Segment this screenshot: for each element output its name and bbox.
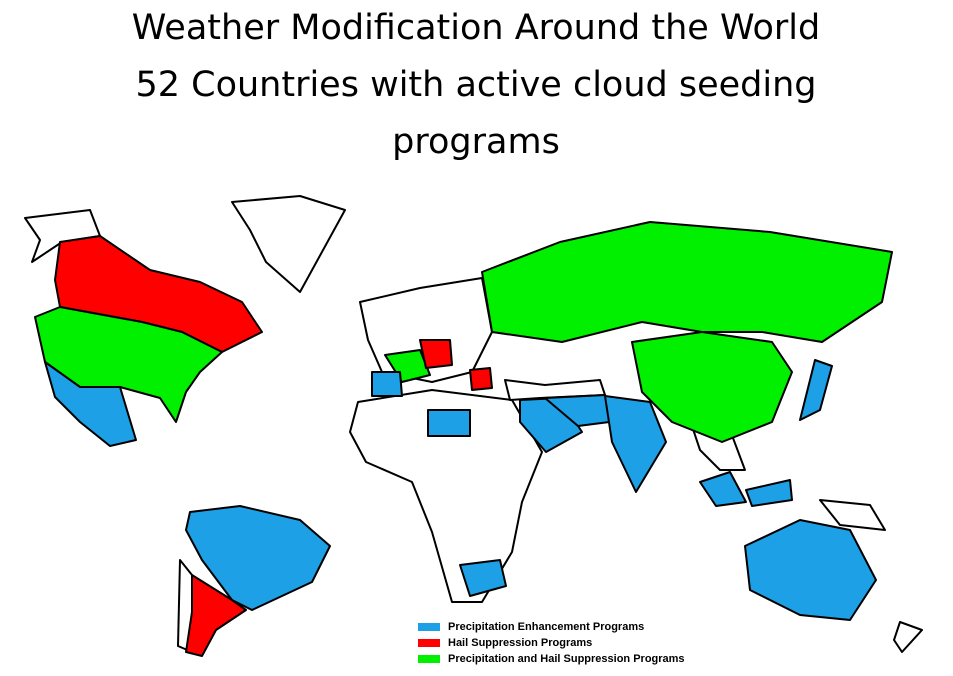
legend-label: Hail Suppression Programs (448, 637, 592, 649)
legend-label: Precipitation and Hail Suppression Progr… (448, 653, 685, 665)
legend: Precipitation Enhancement Programs Hail S… (418, 621, 685, 665)
china (631, 331, 793, 443)
canada (54, 235, 263, 353)
legend-swatch (418, 655, 440, 663)
legend-swatch (418, 639, 440, 647)
new-guinea (819, 499, 886, 531)
brazil (185, 505, 331, 611)
legend-label: Precipitation Enhancement Programs (448, 621, 644, 633)
title-block: Weather Modification Around the World 52… (96, 0, 856, 171)
subtitle: 52 Countries with active cloud seeding p… (135, 65, 817, 162)
south-africa (459, 559, 507, 597)
title: Weather Modification Around the World (131, 8, 821, 48)
russia (481, 221, 893, 343)
greenland (231, 195, 346, 293)
libya (427, 409, 471, 437)
new-zealand (893, 621, 923, 653)
australia (744, 519, 877, 621)
spain (371, 371, 403, 397)
regions (34, 221, 893, 657)
indonesia-east (745, 479, 793, 507)
mexico (44, 361, 137, 447)
india (604, 395, 667, 493)
japan (799, 359, 833, 421)
balkans (469, 367, 493, 391)
germany (419, 339, 453, 369)
indonesia-west (699, 471, 747, 507)
legend-swatch (418, 623, 440, 631)
argentina (185, 574, 247, 657)
land-white (24, 195, 923, 653)
